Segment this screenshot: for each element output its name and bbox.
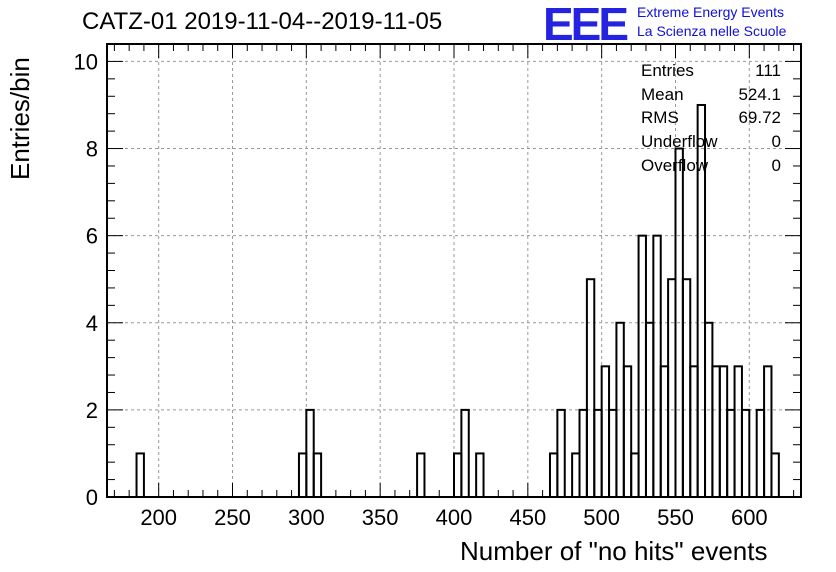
histogram-bin — [689, 365, 699, 499]
histogram-bin — [593, 408, 603, 498]
x-tick-label: 200 — [140, 505, 177, 530]
eee-logo: EEE — [543, 0, 629, 50]
y-tick-label: 4 — [86, 311, 98, 336]
x-tick-label: 500 — [583, 505, 620, 530]
histogram-bin — [578, 408, 588, 498]
stat-label: RMS — [641, 108, 679, 128]
histogram-bin — [297, 452, 308, 499]
histogram-bin — [305, 408, 315, 498]
x-tick-label: 300 — [288, 505, 325, 530]
stat-value: 69.72 — [738, 108, 781, 128]
histogram-bin — [608, 408, 618, 498]
histogram-bin — [770, 452, 780, 499]
histogram-bin — [556, 408, 566, 498]
histogram-bin — [475, 452, 485, 499]
histogram-bin — [416, 452, 426, 499]
histogram-bin — [763, 365, 773, 499]
histogram-bin — [585, 278, 596, 499]
x-tick-label: 400 — [436, 505, 473, 530]
histogram-bin — [740, 408, 751, 498]
histogram-bin — [667, 278, 677, 499]
stat-row-overflow: Overflow 0 — [641, 156, 781, 180]
histogram-bin — [548, 452, 559, 499]
histogram-bin — [312, 452, 323, 499]
y-tick-label: 2 — [86, 398, 98, 423]
x-tick-label: 600 — [731, 505, 768, 530]
x-tick-label: 350 — [362, 505, 399, 530]
histogram-bin — [733, 365, 743, 499]
stat-value: 0 — [771, 155, 781, 175]
histogram-bin — [622, 365, 633, 499]
histogram-bin — [571, 452, 581, 499]
stat-row-rms: RMS 69.72 — [641, 108, 781, 132]
histogram-bin — [453, 452, 463, 499]
y-tick-label: 6 — [86, 224, 98, 249]
logo-caption: Extreme Energy Events La Scienza nelle S… — [637, 3, 786, 41]
stat-label: Entries — [641, 61, 694, 80]
x-axis-label: Number of "no hits" events — [460, 536, 768, 566]
stat-value: 111 — [755, 61, 781, 80]
histogram-bin — [726, 408, 736, 498]
x-tick-label: 250 — [214, 505, 251, 530]
stat-row-entries: Entries 111 — [641, 61, 781, 85]
stat-value: 0 — [771, 132, 781, 152]
histogram-bin — [637, 234, 647, 498]
x-tick-label: 450 — [509, 505, 546, 530]
histogram-bin — [711, 365, 721, 499]
chart-title: CATZ-01 2019-11-04--2019-11-05 — [82, 8, 443, 35]
stat-value: 524.1 — [738, 84, 781, 104]
histogram-bin — [460, 408, 470, 498]
histogram-bin — [718, 365, 729, 499]
x-tick-label: 550 — [657, 505, 694, 530]
stat-row-underflow: Underflow 0 — [641, 132, 781, 156]
histogram-bin — [135, 452, 145, 499]
stat-row-mean: Mean 524.1 — [641, 85, 781, 109]
logo-caption-line2: La Scienza nelle Scuole — [637, 23, 787, 39]
y-tick-label: 0 — [86, 485, 98, 510]
y-tick-label: 10 — [74, 49, 98, 74]
stat-label: Mean — [641, 84, 684, 104]
histogram-bin — [652, 234, 662, 498]
logo-caption-line1: Extreme Energy Events — [637, 4, 785, 20]
stat-label: Overflow — [641, 155, 709, 175]
histogram-bin — [659, 365, 670, 499]
histogram-bin — [600, 365, 611, 499]
histogram-bin — [755, 408, 766, 498]
histogram-bin — [630, 452, 640, 499]
histogram-bin — [681, 278, 692, 499]
y-tick-label: 8 — [86, 137, 98, 162]
stats-box: Entries 111 Mean 524.1 RMS 69.72 Underfl… — [641, 61, 781, 179]
stat-label: Underflow — [641, 132, 718, 152]
